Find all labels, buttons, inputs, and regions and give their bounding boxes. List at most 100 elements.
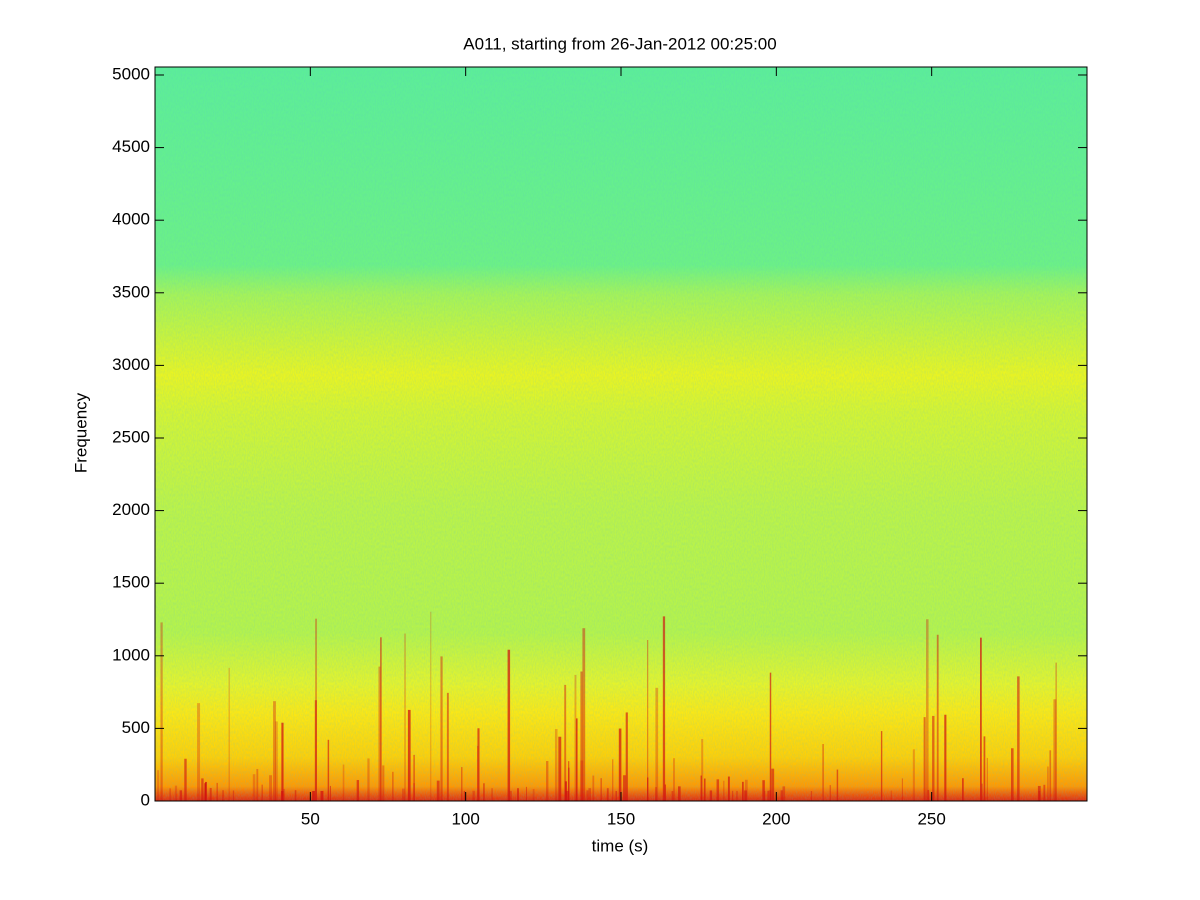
y-tick-label: 0 (141, 790, 150, 809)
spectrogram-streak (413, 754, 415, 801)
spectrogram-streak (782, 786, 786, 801)
x-tick-label: 250 (917, 809, 945, 828)
spectrogram-streak (655, 687, 659, 801)
spectrogram-streak (716, 779, 720, 801)
spectrogram-streak (723, 780, 725, 801)
spectrogram-streak (829, 785, 831, 801)
spectrogram-streak (678, 786, 681, 801)
spectrogram-streak (320, 790, 324, 801)
spectrogram-streak (440, 656, 443, 801)
spectrogram-streak (273, 701, 276, 801)
spectrogram-streak (483, 783, 485, 801)
spectrogram-streak (1011, 748, 1014, 801)
spectrogram-streak (327, 739, 330, 801)
spectrogram-streak (625, 712, 628, 801)
spectrogram-streak (592, 775, 595, 801)
spectrogram-streak (880, 731, 883, 801)
spectrogram-streak (744, 790, 747, 801)
spectrogram-streak (517, 788, 519, 801)
x-axis-label: time (s) (592, 836, 649, 855)
spectrogram-streak (463, 790, 465, 801)
spectrogram-streak (378, 666, 381, 801)
y-tick-label: 2500 (112, 427, 150, 446)
spectrogram-streak (269, 775, 272, 801)
spectrogram-streak (157, 770, 160, 801)
spectrogram-streak (736, 790, 738, 801)
spectrogram-streak (961, 778, 964, 801)
spectrogram-streak (983, 736, 986, 801)
spectrogram-streak (392, 771, 394, 801)
y-tick-label: 5000 (112, 64, 150, 83)
chart-title: A011, starting from 26-Jan-2012 00:25:00 (463, 34, 776, 53)
spectrogram-streak (558, 736, 562, 801)
spectrogram-streak (402, 788, 405, 801)
spectrogram-streak (890, 790, 892, 801)
spectrogram-streak (901, 778, 904, 801)
spectrogram-streak (329, 785, 331, 801)
spectrogram-streak (923, 717, 926, 801)
y-tick-label: 1500 (112, 573, 150, 592)
spectrogram-streak (294, 790, 297, 801)
spectrogram-streak (981, 783, 983, 801)
spectrogram-streak (810, 790, 813, 801)
spectrogram-streak (582, 628, 586, 801)
spectrogram-streak (1047, 766, 1049, 801)
spectrogram-streak (780, 790, 783, 801)
spectrogram-streak (382, 765, 385, 801)
spectrogram-streak (768, 790, 771, 801)
spectrogram-streak (380, 637, 382, 801)
spectrogram-streak (404, 633, 406, 801)
spectrogram-streak (430, 611, 432, 801)
spectrogram-streak (944, 714, 947, 801)
spectrogram-streak (197, 703, 201, 801)
spectrogram-streak (618, 728, 622, 801)
spectrogram-streak (662, 616, 666, 801)
x-tick-label: 200 (762, 809, 790, 828)
spectrogram-streak (927, 789, 930, 801)
spectrogram-streak (554, 729, 558, 801)
spectrogram-streak (367, 758, 370, 801)
spectrogram-streak (655, 787, 657, 801)
spectrogram-streak (222, 790, 224, 801)
spectrogram-streak (1037, 785, 1041, 801)
spectrogram-streak (204, 783, 207, 801)
spectrogram-streak (980, 637, 982, 801)
spectrogram-streak (1055, 662, 1057, 801)
spectrogram-streak (314, 700, 317, 801)
spectrogram-streak (673, 758, 675, 801)
spectrogram-streak (575, 718, 578, 801)
spectrogram-streak (615, 790, 618, 801)
spectrogram-streak (600, 778, 602, 801)
spectrogram-streak (586, 790, 589, 801)
spectrogram-streak (588, 788, 591, 801)
spectrogram-streak (836, 769, 839, 801)
spectrogram-streak (580, 671, 583, 801)
spectrogram-streak (764, 790, 766, 801)
spectrogram-streak (769, 672, 772, 801)
spectrogram-streak (703, 778, 706, 801)
spectrogram-streak (472, 790, 475, 801)
spectrogram-streak (509, 790, 512, 801)
spectrogram-streak (446, 692, 449, 801)
spectrogram-streak (742, 781, 744, 801)
spectrogram-streak (261, 784, 263, 801)
spectrogram-streak (912, 749, 915, 801)
spectrogram-streak (936, 634, 939, 801)
spectrogram-streak (252, 774, 256, 801)
spectrogram-streak (1017, 676, 1020, 801)
spectrogram-streak (407, 709, 411, 801)
spectrogram-streak (507, 649, 511, 801)
spectrogram-streak (565, 790, 569, 801)
spectrogram-streak (727, 776, 730, 801)
spectrogram-streak (184, 758, 187, 801)
spectrogram-streak (1043, 784, 1046, 801)
y-tick-label: 4500 (112, 137, 150, 156)
x-tick-label: 100 (451, 809, 479, 828)
spectrogram-streak (612, 759, 614, 801)
spectrogram-streak (771, 768, 775, 801)
spectrogram-streak (647, 777, 649, 801)
spectrogram-streak (1038, 791, 1041, 801)
spectrogram-streak (436, 780, 440, 801)
spectrogram-streak (932, 715, 935, 801)
